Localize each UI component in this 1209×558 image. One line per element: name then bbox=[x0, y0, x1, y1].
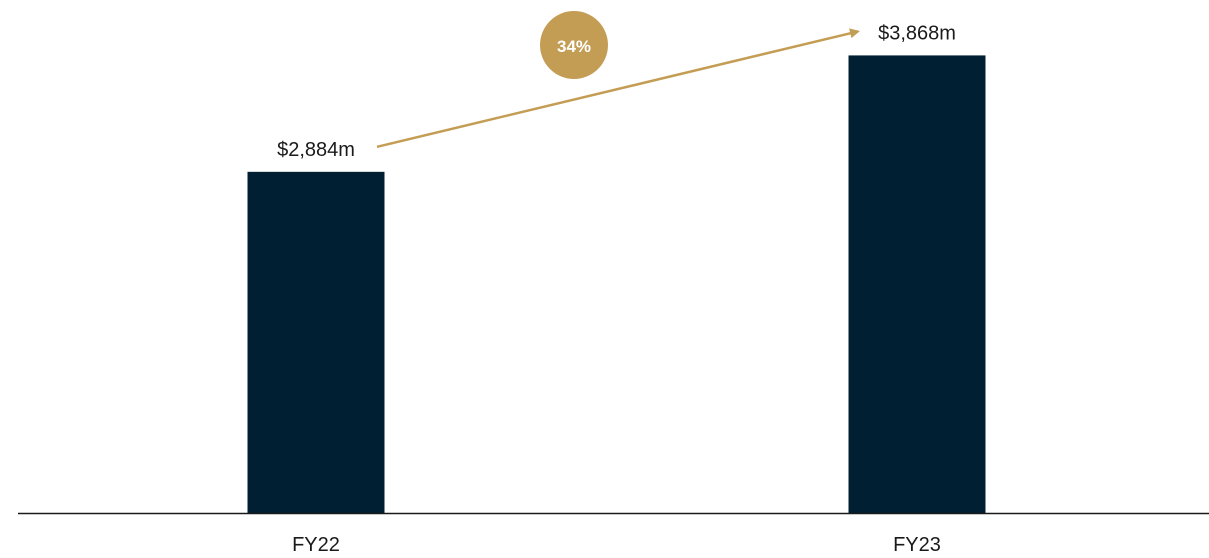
growth-badge bbox=[540, 11, 608, 79]
bar-fy23 bbox=[848, 55, 986, 514]
growth-percentage-label: 34% bbox=[557, 37, 591, 56]
growth-arrow bbox=[376, 28, 860, 149]
value-label-fy22: $2,884m bbox=[277, 139, 355, 161]
x-tick-label-fy23: FY23 bbox=[893, 534, 941, 556]
x-tick-label-fy22: FY22 bbox=[292, 534, 340, 556]
bar-fy22 bbox=[247, 171, 385, 513]
value-label-fy23: $3,868m bbox=[878, 22, 956, 44]
